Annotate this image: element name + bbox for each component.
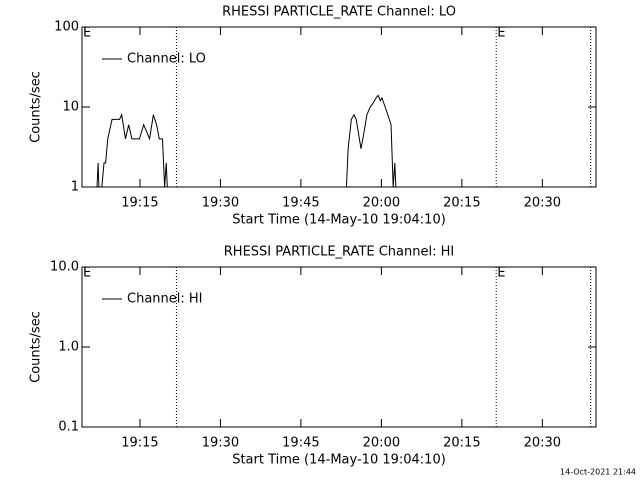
legend-label: Channel: LO	[127, 52, 206, 67]
x-tick-label: 19:45	[282, 196, 319, 211]
x-axis-label: Start Time (14-May-10 19:04:10)	[232, 213, 446, 228]
event-label: E	[497, 266, 505, 281]
x-tick-label: 20:30	[524, 436, 561, 451]
x-tick-label: 20:30	[524, 196, 561, 211]
x-tick-label: 19:30	[202, 436, 239, 451]
x-tick-label: 19:15	[121, 196, 158, 211]
y-tick-label: 10	[62, 100, 79, 115]
x-tick-label: 19:45	[282, 436, 319, 451]
chart-title: RHESSI PARTICLE_RATE Channel: LO	[222, 5, 456, 20]
data-line	[96, 94, 397, 187]
event-label: E	[497, 26, 505, 41]
y-tick-label: 1	[71, 180, 79, 195]
x-axis-label: Start Time (14-May-10 19:04:10)	[232, 453, 446, 468]
chart-title: RHESSI PARTICLE_RATE Channel: HI	[224, 245, 454, 260]
y-axis-label: Counts/sec	[29, 71, 44, 143]
x-tick-label: 19:15	[121, 436, 158, 451]
y-axis-label: Counts/sec	[29, 311, 44, 383]
event-label: E	[83, 26, 91, 41]
footer-timestamp: 14-Oct-2021 21:44	[560, 468, 636, 477]
x-tick-label: 20:15	[443, 436, 480, 451]
y-tick-label: 10.0	[50, 260, 79, 275]
legend-label: Channel: HI	[127, 292, 203, 307]
x-tick-label: 19:30	[202, 196, 239, 211]
y-tick-label: 100	[54, 20, 79, 35]
y-tick-label: 0.1	[58, 420, 79, 435]
y-tick-label: 1.0	[58, 340, 79, 355]
x-tick-label: 20:00	[363, 196, 400, 211]
x-tick-label: 20:15	[443, 196, 480, 211]
x-tick-label: 20:00	[363, 436, 400, 451]
event-label: E	[83, 266, 91, 281]
